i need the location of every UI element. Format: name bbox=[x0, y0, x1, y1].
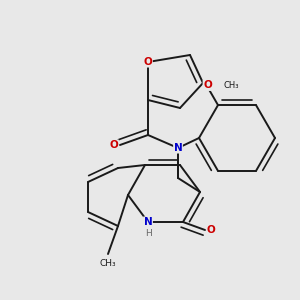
Text: O: O bbox=[203, 80, 212, 90]
Text: O: O bbox=[144, 57, 152, 67]
Text: H: H bbox=[145, 230, 152, 238]
Text: N: N bbox=[174, 143, 182, 153]
Text: O: O bbox=[110, 140, 118, 150]
Text: CH₃: CH₃ bbox=[100, 260, 116, 268]
Text: CH₃: CH₃ bbox=[224, 81, 239, 90]
Text: O: O bbox=[207, 225, 215, 235]
Text: N: N bbox=[144, 217, 152, 227]
